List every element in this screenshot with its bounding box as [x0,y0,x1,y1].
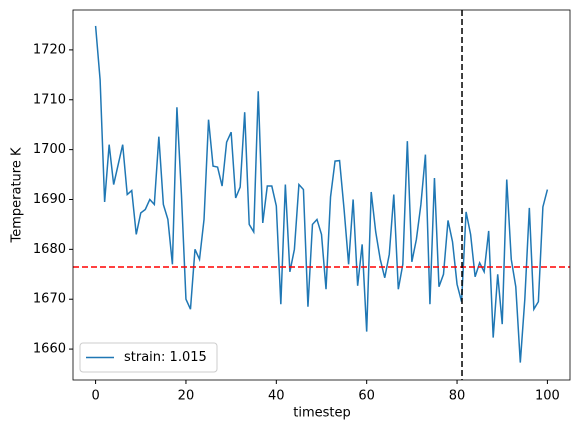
y-tick-label: 1660 [33,342,66,357]
y-tick-label: 1690 [33,192,66,207]
x-tick-label: 80 [449,389,466,404]
plot-frame [72,9,571,381]
y-tick-label: 1680 [33,242,66,257]
y-tick-label: 1670 [33,292,66,307]
x-tick-label: 40 [268,389,285,404]
y-tick-label: 1700 [33,142,66,157]
y-tick-label: 1710 [33,92,66,107]
x-tick-label: 60 [358,389,375,404]
data-line [94,25,549,363]
y-tick-label: 1720 [33,42,66,57]
x-tick-label: 0 [91,389,99,404]
legend-box [79,342,218,373]
x-tick-label: 20 [178,389,195,404]
x-axis-label: timestep [293,406,351,421]
x-tick-label: 100 [535,389,560,404]
y-axis-label: Temperature K [10,147,25,243]
legend-label: strain: 1.015 [124,350,207,365]
